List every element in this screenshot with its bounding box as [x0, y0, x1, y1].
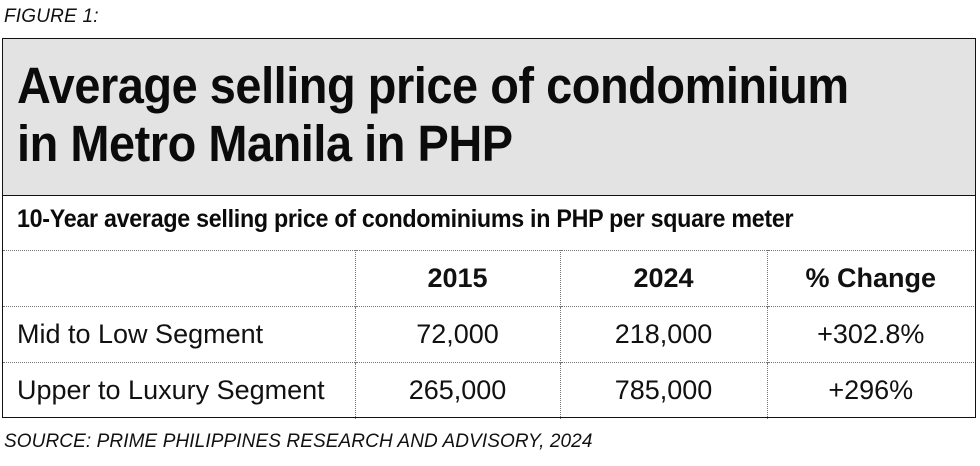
header-row: 2015 2024 % Change	[3, 250, 974, 307]
table-row: Mid to Low Segment 72,000 218,000 +302.8…	[3, 306, 974, 363]
cell-value-change: +302.8%	[766, 306, 974, 363]
cell-value-2024: 785,000	[559, 362, 767, 419]
cell-value-2015: 265,000	[354, 362, 560, 419]
chart-title-line-2: in Metro Manila in PHP	[17, 115, 513, 172]
chart-title: Average selling price of condominium in …	[17, 57, 898, 173]
table-row: Upper to Luxury Segment 265,000 785,000 …	[3, 362, 974, 419]
header-cell-label	[3, 251, 355, 307]
cell-value-change: +296%	[766, 362, 974, 419]
table-frame: Average selling price of condominium in …	[2, 38, 976, 419]
chart-title-line-1: Average selling price of condominium	[17, 57, 849, 114]
cell-value-2024: 218,000	[559, 306, 767, 363]
header-cell-2015: 2015	[354, 250, 560, 307]
row-label: Upper to Luxury Segment	[17, 375, 325, 406]
row-label: Mid to Low Segment	[17, 319, 264, 349]
figure-label: FIGURE 1:	[4, 6, 99, 27]
title-box: Average selling price of condominium in …	[3, 39, 975, 196]
header-cell-change: % Change	[766, 250, 974, 307]
cell-value-2015: 72,000	[354, 306, 560, 363]
chart-subtitle: 10-Year average selling price of condomi…	[17, 205, 794, 233]
header-cell-2024: 2024	[559, 250, 767, 307]
source-note: SOURCE: PRIME PHILIPPINES RESEARCH AND A…	[4, 431, 593, 452]
data-table: 2015 2024 % Change Mid to Low Segment 72…	[3, 250, 974, 419]
